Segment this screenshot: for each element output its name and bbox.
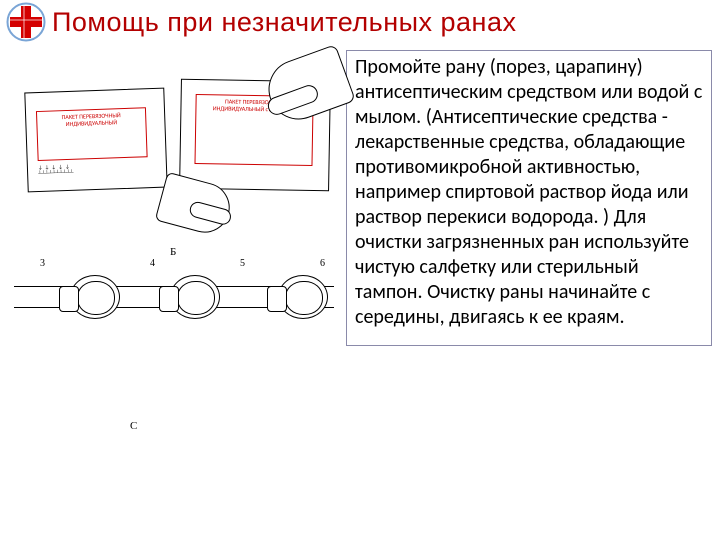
page-title: Помощь при незначительных ранах	[52, 7, 516, 38]
text-box: Промойте рану (порез, царапину) антисепт…	[346, 50, 712, 346]
package-left: ПАКЕТ ПЕРЕВЯЗОЧНЫЙ ИНДИВИДУАЛЬНЫЙ ↓ ↓ ↓ …	[24, 88, 167, 193]
header: Помощь при незначительных ранах	[0, 0, 720, 42]
bandage-roll-1	[70, 275, 120, 319]
bandage-roll-3	[278, 275, 328, 319]
caption-3: 3	[40, 258, 45, 269]
illustration-column: ПАКЕТ ПЕРЕВЯЗОЧНЫЙ ИНДИВИДУАЛЬНЫЙ ↓ ↓ ↓ …	[10, 50, 340, 346]
caption-6: 6	[320, 258, 325, 269]
illustration-bandage: 3 4 5 6	[10, 246, 340, 346]
package-left-label: ПАКЕТ ПЕРЕВЯЗОЧНЫЙ ИНДИВИДУАЛЬНЫЙ	[36, 107, 148, 161]
content-row: ПАКЕТ ПЕРЕВЯЗОЧНЫЙ ИНДИВИДУАЛЬНЫЙ ↓ ↓ ↓ …	[0, 42, 720, 354]
caption-c: С	[130, 420, 137, 432]
body-text: Промойте рану (порез, царапину) антисепт…	[355, 55, 703, 330]
medical-cross-icon	[6, 2, 46, 42]
bandage-roll-2	[170, 275, 220, 319]
illustration-packages: ПАКЕТ ПЕРЕВЯЗОЧНЫЙ ИНДИВИДУАЛЬНЫЙ ↓ ↓ ↓ …	[10, 50, 340, 230]
caption-5: 5	[240, 258, 245, 269]
caption-4: 4	[150, 258, 155, 269]
package-tear-marks: ↓ ↓ ↓ ↓ ↓ ┴┴┴┴┴┴┴┴┴┴	[38, 161, 149, 183]
